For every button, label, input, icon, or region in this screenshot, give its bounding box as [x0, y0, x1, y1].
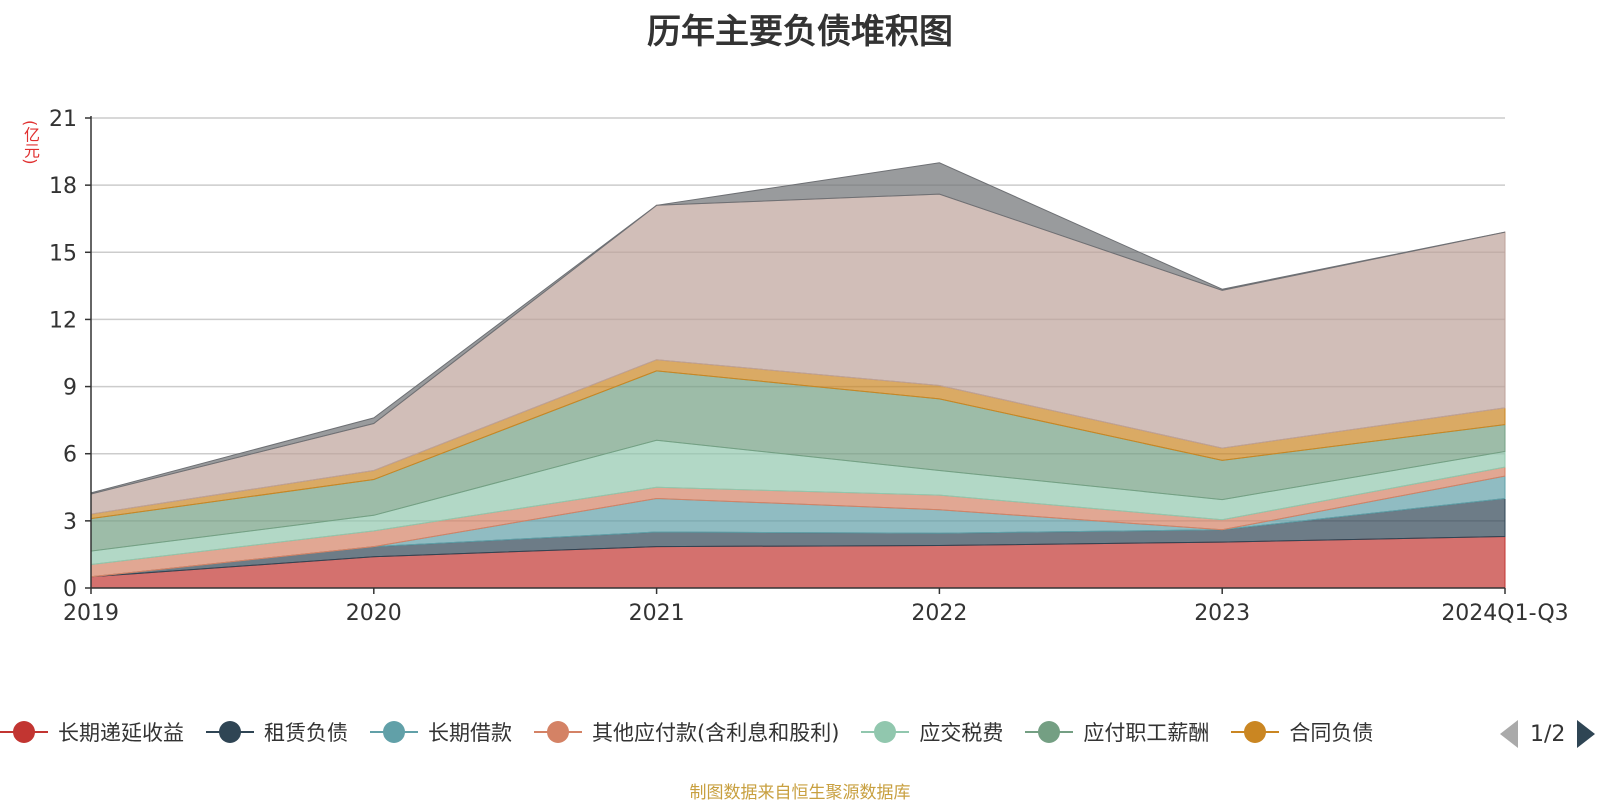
legend-marker-icon — [370, 721, 418, 743]
y-axis-unit: (亿元) — [21, 120, 40, 165]
y-tick-label: 15 — [49, 241, 77, 266]
x-tick-label: 2021 — [629, 601, 685, 626]
legend-marker-icon — [534, 721, 582, 743]
legend-marker-icon — [1025, 721, 1074, 743]
legend-label: 租赁负债 — [264, 721, 348, 745]
x-tick-label: 2022 — [911, 601, 967, 626]
legend-label: 合同负债 — [1289, 721, 1374, 745]
pager-text: 1/2 — [1530, 721, 1566, 747]
y-tick-label: 0 — [63, 577, 77, 602]
x-tick-label: 2020 — [346, 601, 402, 626]
legend: 长期递延收益 租赁负债 长期借款 其他应付款(含利息和股利) 应交税费 应付职工薪酬 合同负… — [0, 715, 1480, 749]
legend-marker-icon — [206, 721, 254, 743]
legend-item-2[interactable]: 长期借款 — [370, 715, 512, 749]
legend-marker-icon — [0, 721, 48, 743]
legend-item-5[interactable]: 应付职工薪酬 — [1025, 715, 1209, 749]
y-tick-label: 18 — [49, 174, 77, 199]
legend-item-1[interactable]: 租赁负债 — [206, 715, 348, 749]
legend-marker-icon — [1231, 721, 1280, 743]
x-tick-label: 2019 — [63, 601, 119, 626]
legend-label: 其他应付款(含利息和股利) — [592, 721, 840, 745]
legend-pager: 1/2 — [1500, 718, 1596, 750]
legend-label: 长期借款 — [428, 721, 512, 745]
chart-title: 历年主要负债堆积图 — [647, 12, 953, 52]
pager-prev-icon[interactable] — [1500, 720, 1518, 748]
data-source-note: 制图数据来自恒生聚源数据库 — [689, 783, 911, 803]
legend-label: 应付职工薪酬 — [1083, 721, 1210, 745]
y-tick-label: 3 — [63, 510, 77, 535]
legend-item-3[interactable]: 其他应付款(含利息和股利) — [534, 715, 839, 749]
legend-marker-icon — [861, 721, 910, 743]
legend-item-0[interactable]: 长期递延收益 — [0, 715, 184, 749]
pager-next-icon[interactable] — [1577, 720, 1596, 748]
area-series-8[interactable] — [90, 162, 1506, 495]
legend-label: 应交税费 — [919, 721, 1004, 745]
y-tick-label: 6 — [63, 443, 77, 468]
x-tick-label: 2024Q1-Q3 — [1441, 601, 1568, 626]
legend-label: 长期递延收益 — [58, 721, 184, 745]
y-tick-label: 9 — [63, 376, 77, 401]
legend-item-4[interactable]: 应交税费 — [861, 715, 1003, 749]
y-tick-label: 12 — [49, 308, 77, 333]
x-tick-label: 2023 — [1194, 601, 1250, 626]
y-tick-label: 21 — [49, 107, 77, 132]
legend-item-6[interactable]: 合同负债 — [1231, 715, 1373, 749]
